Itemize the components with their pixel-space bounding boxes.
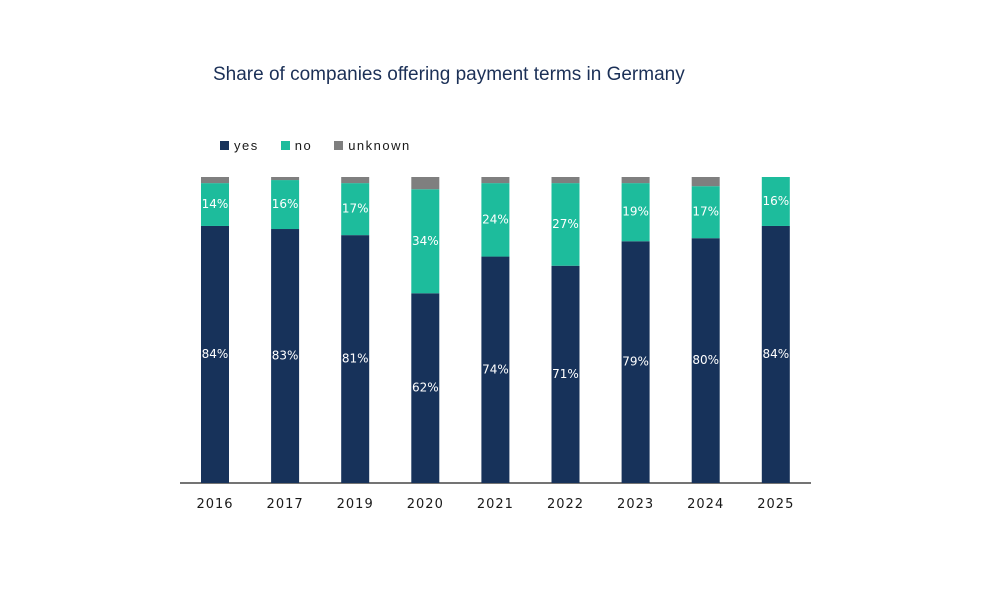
data-label-no-2021: 24% — [482, 212, 509, 226]
x-tick-label-2022: 2022 — [547, 497, 584, 512]
data-label-no-2017: 16% — [272, 197, 299, 211]
data-label-yes-2024: 80% — [692, 353, 719, 367]
bar-no-2020 — [411, 189, 440, 294]
data-label-yes-2016: 84% — [202, 347, 229, 361]
data-label-yes-2025: 84% — [762, 347, 789, 361]
bar-yes-2024 — [691, 238, 720, 483]
legend-item-no: no — [280, 138, 313, 153]
bar-yes-2020 — [411, 293, 440, 483]
data-label-no-2023: 19% — [622, 205, 649, 219]
x-tick-label-2025: 2025 — [757, 497, 794, 512]
bar-no-2022 — [551, 183, 580, 266]
bar-yes-2022 — [551, 265, 580, 483]
data-label-no-2022: 27% — [552, 217, 579, 231]
data-label-no-2016: 14% — [202, 197, 229, 211]
bar-yes-2025 — [761, 225, 790, 483]
bar-yes-2016 — [201, 225, 229, 483]
x-tick-label-2019: 2019 — [337, 497, 374, 512]
data-label-yes-2021: 74% — [482, 362, 509, 376]
bar-unknown-2024 — [691, 177, 720, 187]
bar-yes-2017 — [271, 229, 300, 483]
x-tick-label-2021: 2021 — [477, 497, 514, 512]
chart-legend: yes no unknown — [220, 138, 433, 153]
bar-unknown-2019 — [341, 177, 370, 184]
bar-no-2025 — [761, 177, 790, 226]
x-tick-label-2023: 2023 — [617, 497, 654, 512]
bar-no-2019 — [341, 183, 370, 236]
legend-label-no: no — [294, 138, 313, 153]
data-label-yes-2020: 62% — [412, 381, 439, 395]
bar-no-2017 — [271, 180, 300, 230]
bar-unknown-2022 — [551, 177, 580, 184]
bar-no-2023 — [621, 183, 650, 242]
data-label-yes-2023: 79% — [622, 355, 649, 369]
data-label-no-2025: 16% — [762, 194, 789, 208]
legend-item-yes: yes — [220, 138, 259, 153]
legend-swatch-no — [280, 141, 290, 150]
legend-swatch-yes — [220, 141, 229, 150]
legend-swatch-unknown — [334, 141, 344, 150]
x-tick-label-2024: 2024 — [687, 497, 724, 512]
data-label-no-2024: 17% — [692, 205, 719, 219]
chart-title: Share of companies offering payment term… — [213, 64, 685, 85]
legend-label-unknown: unknown — [348, 138, 411, 153]
bar-unknown-2020 — [411, 177, 440, 190]
data-label-yes-2019: 81% — [342, 352, 369, 366]
data-label-no-2020: 34% — [412, 234, 439, 248]
legend-item-unknown: unknown — [334, 138, 411, 153]
bar-no-2021 — [481, 183, 510, 257]
data-label-no-2019: 17% — [342, 202, 369, 216]
bar-no-2016 — [201, 183, 229, 226]
x-tick-label-2020: 2020 — [407, 497, 444, 512]
bar-unknown-2023 — [621, 177, 650, 184]
bar-yes-2019 — [341, 235, 370, 483]
bar-yes-2021 — [481, 256, 510, 483]
x-tick-label-2017: 2017 — [267, 497, 304, 512]
bar-unknown-2016 — [201, 177, 229, 184]
data-label-yes-2022: 71% — [552, 367, 579, 381]
legend-label-yes: yes — [234, 138, 259, 153]
bar-unknown-2017 — [271, 177, 300, 181]
x-tick-label-2016: 2016 — [196, 497, 233, 512]
data-label-yes-2017: 83% — [272, 349, 299, 363]
bar-no-2024 — [691, 186, 720, 239]
bar-yes-2023 — [621, 241, 650, 483]
bar-unknown-2021 — [481, 177, 510, 184]
